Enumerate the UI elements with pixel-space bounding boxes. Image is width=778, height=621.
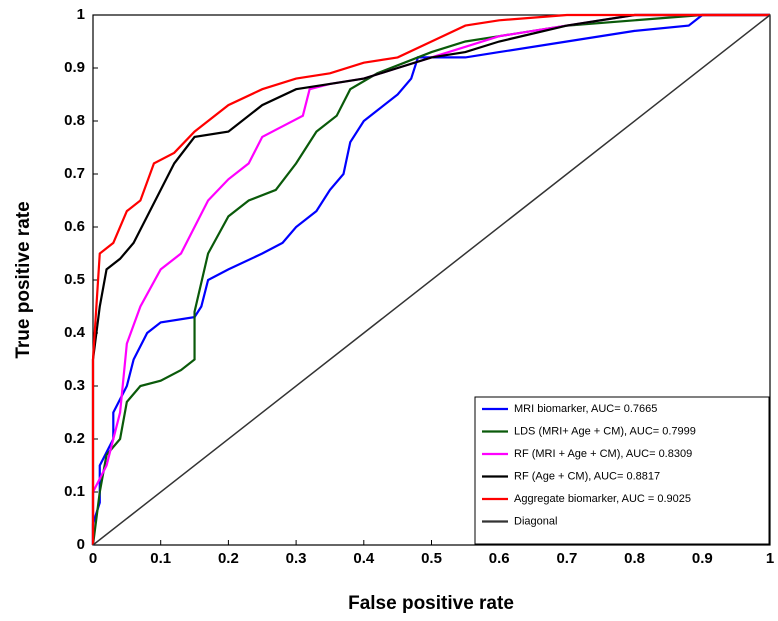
roc-line <box>91 13 770 545</box>
y-tick-label: 0.9 <box>64 59 85 76</box>
roc-line <box>91 13 770 545</box>
x-tick-label: 0.4 <box>353 550 375 567</box>
x-axis-title: False positive rate <box>348 593 514 614</box>
y-tick-label: 1 <box>77 6 85 23</box>
x-tick-label: 0.6 <box>489 550 510 567</box>
legend-label: RF (MRI + Age + CM), AUC= 0.8309 <box>514 448 692 460</box>
y-tick-label: 0.8 <box>64 112 85 129</box>
legend-label: Aggregate biomarker, AUC = 0.9025 <box>514 493 691 505</box>
x-tick-label: 0.9 <box>692 550 713 567</box>
roc-line <box>91 13 770 546</box>
legend-label: LDS (MRI+ Age + CM), AUC= 0.7999 <box>514 425 696 437</box>
y-tick-label: 0.3 <box>64 377 85 394</box>
legend-label: RF (Age + CM), AUC= 0.8817 <box>514 470 660 482</box>
x-tick-label: 0.8 <box>624 550 645 567</box>
x-tick-label: 0.2 <box>218 550 239 567</box>
x-tick-label: 0.1 <box>150 550 171 567</box>
x-tick-label: 1 <box>766 550 774 567</box>
roc-line <box>91 13 770 545</box>
y-tick-label: 0.4 <box>64 324 86 341</box>
x-tick-label: 0.7 <box>556 550 577 567</box>
y-tick-label: 0.5 <box>64 271 85 288</box>
x-tick-label: 0 <box>89 550 97 567</box>
legend-label: MRI biomarker, AUC= 0.7665 <box>514 403 657 415</box>
y-tick-label: 0 <box>77 536 85 553</box>
y-tick-label: 0.1 <box>64 483 85 500</box>
x-tick-label: 0.3 <box>286 550 307 567</box>
x-tick-label: 0.5 <box>421 550 442 567</box>
roc-line <box>91 13 770 545</box>
legend-box <box>474 396 770 545</box>
y-tick-label: 0.7 <box>64 165 85 182</box>
legend-label: Diagonal <box>514 515 557 527</box>
y-tick-label: 0.2 <box>64 430 85 447</box>
y-axis-title: True positive rate <box>13 201 34 358</box>
y-tick-label: 0.6 <box>64 218 85 235</box>
roc-line <box>92 14 771 546</box>
